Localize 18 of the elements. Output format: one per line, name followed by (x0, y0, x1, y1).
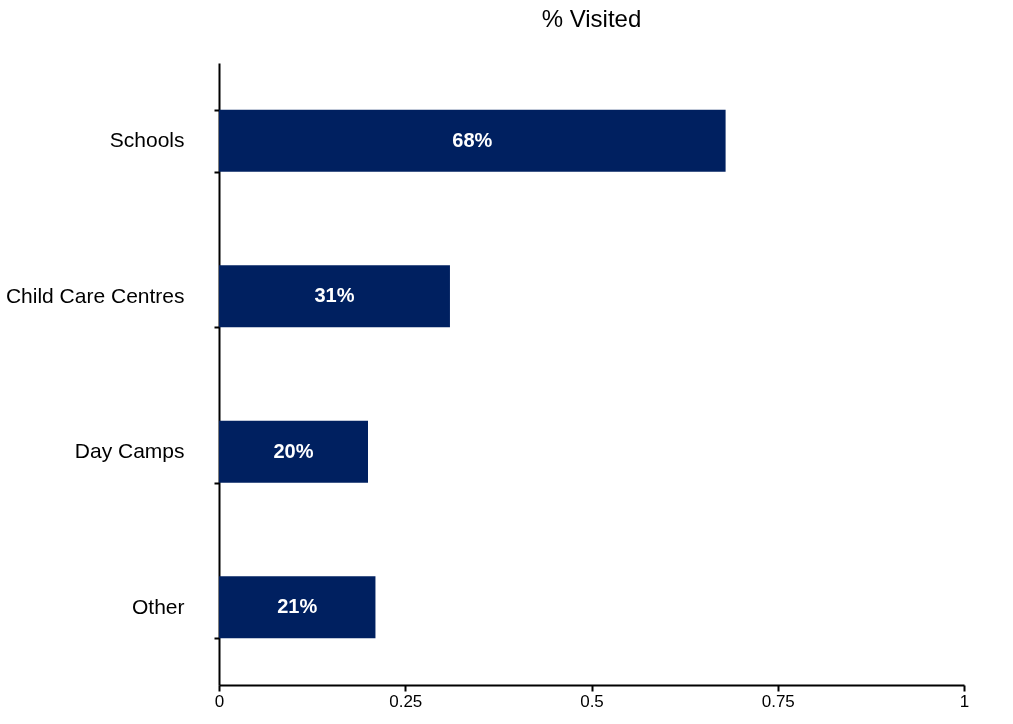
x-tick-label: 0.75 (761, 691, 795, 711)
x-tick-label: 0.5 (580, 691, 604, 711)
data-label: 31% (314, 284, 355, 307)
x-tick-label: 0 (214, 691, 225, 711)
bar (219, 265, 450, 328)
y-tick-label: Other (131, 594, 185, 618)
data-label: 20% (273, 439, 314, 462)
chart-title: % Visited (541, 5, 642, 32)
y-tick-label: Child Care Centres (5, 283, 185, 307)
y-tick-label: Day Camps (74, 439, 185, 463)
x-tick-label: 0.25 (389, 691, 423, 711)
x-tick-label: 1 (959, 691, 970, 711)
bar (219, 420, 368, 483)
data-label: 68% (452, 128, 493, 151)
bar (219, 109, 726, 172)
y-tick-label: Schools (109, 128, 185, 152)
data-label: 21% (277, 595, 318, 618)
bar (219, 576, 376, 639)
